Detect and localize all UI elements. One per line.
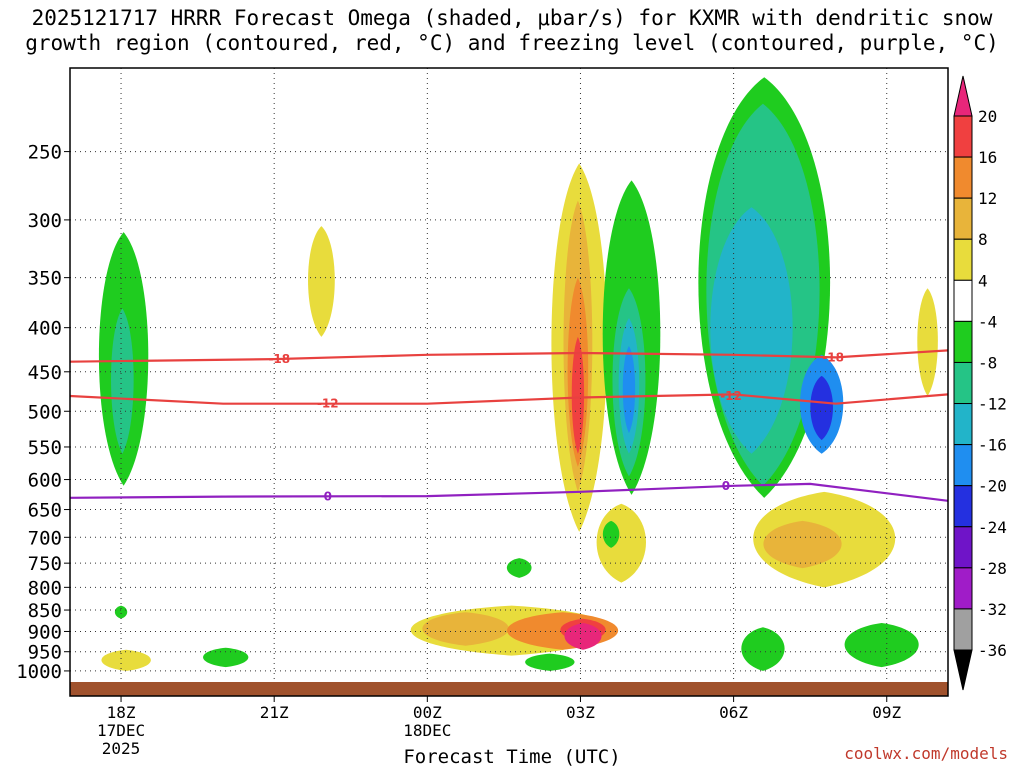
omega-region <box>111 308 134 454</box>
contour-label: 0 <box>722 479 730 493</box>
contour-line <box>69 482 949 502</box>
colorbar: 20 16 12 8 4 -4 -8 -12 -16 -20 -24 -28 -32 -36 <box>953 75 1007 691</box>
y-tick-label: 900 <box>28 621 62 643</box>
colorbar-swatch <box>953 197 973 240</box>
colorbar-swatch <box>953 485 973 528</box>
omega-region <box>602 520 620 548</box>
colorbar-label: 8 <box>978 230 988 249</box>
colorbar-label: 4 <box>978 271 988 290</box>
colorbar-label: -32 <box>978 600 1007 619</box>
colorbar-label: -28 <box>978 559 1007 578</box>
y-axis: 2503003504004505005506006507007508008509… <box>16 142 70 683</box>
y-tick-label: 500 <box>28 401 62 423</box>
colorbar-swatch <box>953 156 973 199</box>
colorbar-swatch <box>953 444 973 487</box>
y-tick-label: 450 <box>28 362 62 384</box>
title-line-1: 2025121717 HRRR Forecast Omega (shaded, … <box>31 6 993 30</box>
y-tick-label: 300 <box>28 210 62 232</box>
omega-region <box>710 207 793 454</box>
omega-region <box>810 375 833 441</box>
omega-region <box>844 623 919 668</box>
x-tick-sublabel: 17DEC <box>97 721 145 740</box>
colorbar-label: -12 <box>978 395 1007 414</box>
y-tick-label: 350 <box>28 268 62 290</box>
y-tick-label: 850 <box>28 600 62 622</box>
omega-region <box>571 336 585 454</box>
chart-title: 2025121717 HRRR Forecast Omega (shaded, … <box>0 6 1024 56</box>
y-tick-label: 250 <box>28 142 62 164</box>
contour-label: -18 <box>268 352 290 366</box>
omega-region <box>564 623 602 650</box>
omega-shading <box>98 77 938 671</box>
omega-region <box>114 605 128 619</box>
x-tick-label: 06Z <box>719 703 748 722</box>
colorbar-swatch <box>953 567 973 610</box>
title-line-2: growth region (contoured, red, °C) and f… <box>25 31 999 55</box>
colorbar-swatch <box>953 238 973 281</box>
colorbar-swatch <box>953 608 973 651</box>
omega-region <box>917 288 938 396</box>
omega-region <box>525 653 575 671</box>
colorbar-label: -16 <box>978 436 1007 455</box>
colorbar-label: -8 <box>978 353 997 372</box>
colorbar-label: -4 <box>978 312 997 331</box>
y-tick-label: 1000 <box>16 661 62 683</box>
x-tick-sublabel: 18DEC <box>403 721 451 740</box>
contour-line <box>69 393 949 405</box>
contour-label: -12 <box>720 389 742 403</box>
colorbar-swatch <box>953 526 973 569</box>
colorbar-label: 12 <box>978 189 997 208</box>
x-tick-sublabel: 2025 <box>102 739 141 758</box>
colorbar-label: 16 <box>978 148 997 167</box>
y-tick-label: 950 <box>28 642 62 664</box>
x-axis-label: Forecast Time (UTC) <box>403 746 621 768</box>
colorbar-bottom-arrow <box>953 649 973 691</box>
colorbar-swatch <box>953 115 973 158</box>
colorbar-label: -24 <box>978 518 1007 537</box>
y-tick-label: 400 <box>28 318 62 340</box>
contour-label: 0 <box>324 489 332 503</box>
y-tick-label: 600 <box>28 470 62 492</box>
colorbar-swatch <box>953 320 973 363</box>
credit-link[interactable]: coolwx.com/models <box>844 744 1008 763</box>
colorbar-label: -36 <box>978 641 1007 660</box>
contour-label: -12 <box>317 397 339 411</box>
omega-region <box>308 226 335 337</box>
colorbar-swatch <box>953 361 973 405</box>
colorbar-label: -20 <box>978 477 1007 496</box>
x-tick-label: 21Z <box>260 703 289 722</box>
temperature-contours: -18 -12 0 -12 -18 0 <box>69 349 949 503</box>
colorbar-top-arrow <box>953 75 973 117</box>
x-tick-label: 00Z <box>413 703 442 722</box>
ground-band <box>70 682 948 696</box>
colorbar-label: 20 <box>978 107 997 126</box>
plot-frame <box>69 67 949 697</box>
omega-region <box>422 612 509 646</box>
omega-region <box>101 649 151 671</box>
contour-line <box>69 349 949 363</box>
omega-region <box>203 647 249 668</box>
y-tick-label: 750 <box>28 553 62 575</box>
y-tick-label: 800 <box>28 577 62 599</box>
omega-region <box>763 520 842 569</box>
y-tick-label: 550 <box>28 437 62 459</box>
colorbar-swatch <box>953 403 973 446</box>
x-tick-label: 03Z <box>566 703 595 722</box>
omega-region <box>741 627 785 671</box>
x-tick-label: 09Z <box>872 703 901 722</box>
colorbar-swatch <box>953 279 973 322</box>
x-tick-label: 18Z <box>107 703 136 722</box>
y-tick-label: 700 <box>28 527 62 549</box>
y-tick-label: 650 <box>28 500 62 522</box>
contour-label: -18 <box>822 350 844 364</box>
